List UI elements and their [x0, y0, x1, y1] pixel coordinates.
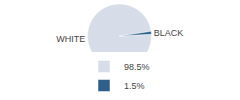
svg-text:98.5%: 98.5% — [124, 62, 150, 72]
svg-text:BLACK: BLACK — [154, 28, 184, 38]
svg-text:1.5%: 1.5% — [124, 81, 145, 91]
svg-text:WHITE: WHITE — [56, 34, 85, 44]
